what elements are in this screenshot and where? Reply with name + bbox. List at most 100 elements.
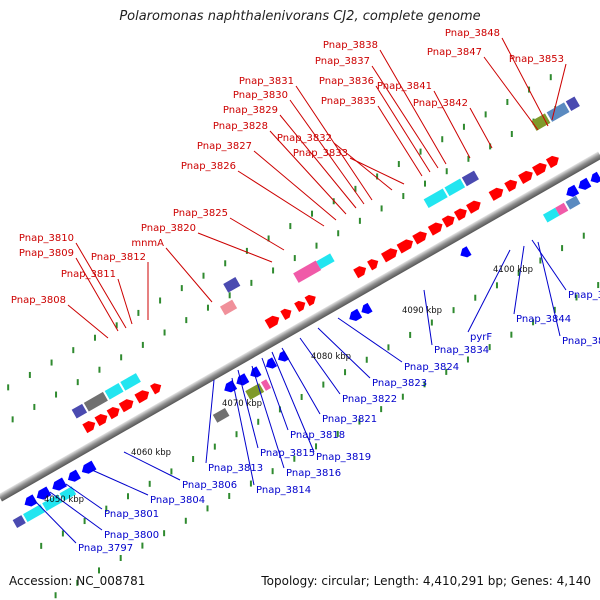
gene-shape: [106, 407, 120, 420]
gene-shape: [427, 222, 443, 236]
reverse-gene-arrow: [36, 486, 52, 500]
gene-shape: [460, 246, 472, 258]
gene-shape: [118, 399, 134, 413]
gene-label: Pnap_3848: [445, 28, 500, 39]
gene-label: Pnap_3836: [319, 76, 374, 87]
gene-label: Pnap_3818: [290, 430, 345, 441]
gene-shape: [578, 177, 592, 190]
cog-feature-block: [104, 382, 124, 400]
cog-feature-block: [461, 170, 479, 187]
label-leader-line: [33, 499, 77, 544]
forward-gene-arrow: [504, 179, 518, 192]
gene-shape: [353, 266, 367, 279]
cog-feature-block: [12, 515, 26, 528]
reverse-gene-arrow: [460, 246, 472, 258]
cog-block: [42, 494, 63, 512]
forward-gene-arrow: [441, 215, 455, 228]
forward-gene-arrow: [353, 266, 367, 279]
gene-label: Pnap_3833: [293, 148, 348, 159]
cog-block: [83, 391, 108, 412]
scale-label: 4070 kbp: [222, 399, 262, 409]
gene-shape: [67, 469, 81, 482]
gene-label: Pnap_3820: [141, 223, 196, 234]
label-leader-line: [117, 278, 133, 325]
cog-block: [212, 407, 230, 423]
gene-label: Pnap_3823: [372, 378, 427, 389]
label-leader-line: [261, 357, 289, 431]
reverse-gene-arrow: [81, 460, 97, 474]
forward-gene-arrow: [106, 407, 120, 420]
forward-gene-arrow: [545, 155, 559, 169]
forward-gene-arrow: [367, 259, 379, 271]
gene-label: Pnap_3847: [427, 47, 482, 58]
gene-shape: [361, 302, 373, 314]
gene-label: Pnap_3838: [323, 40, 378, 51]
gene-label: Pnap_3804: [150, 495, 205, 506]
gene-label: Pnap_3846: [568, 290, 600, 301]
gene-label: Pnap_3826: [181, 161, 236, 172]
label-leader-line: [205, 379, 215, 464]
forward-gene-arrow: [304, 294, 316, 307]
label-leader-line: [253, 150, 337, 221]
cog-feature-block: [212, 407, 230, 423]
label-leader-line: [333, 142, 393, 191]
cog-feature-block: [531, 113, 551, 131]
gene-shape: [412, 231, 427, 245]
reverse-gene-arrow: [278, 350, 290, 362]
gene-label: Pnap_3821: [322, 414, 377, 425]
label-leader-line: [375, 85, 431, 173]
gene-label: Pnap_3835: [321, 96, 376, 107]
cog-block: [423, 188, 448, 209]
reverse-gene-arrow: [578, 177, 592, 190]
cog-feature-block: [546, 102, 570, 122]
cog-feature-block: [120, 373, 141, 391]
gene-label: Pnap_3797: [78, 543, 133, 554]
label-leader-line: [337, 317, 403, 363]
cog-feature-block: [223, 277, 241, 293]
scale-label: 4100 kbp: [493, 265, 533, 275]
accession-text: Accession: NC_008781: [9, 574, 146, 588]
gene-shape: [264, 315, 280, 329]
gene-shape: [81, 460, 97, 474]
gene-label: Pnap_3800: [104, 530, 159, 541]
gene-label: Pnap_3824: [404, 362, 459, 373]
cog-block: [444, 178, 466, 197]
gene-label: Pnap_3815: [260, 448, 315, 459]
forward-gene-arrow: [518, 170, 533, 184]
gene-label: Pnap_3832: [277, 133, 332, 144]
gene-shape: [396, 239, 413, 254]
gene-label: Pnap_3831: [239, 76, 294, 87]
label-leader-line: [377, 105, 423, 177]
label-leader-line: [251, 365, 285, 469]
gene-label: Pnap_3819: [316, 452, 371, 463]
forward-gene-arrow: [380, 248, 398, 263]
forward-gene-arrow: [94, 414, 108, 427]
label-leader-line: [67, 304, 109, 339]
cog-block: [260, 379, 272, 391]
gene-label: Pnap_3845: [562, 336, 600, 347]
label-leader-line: [371, 65, 439, 169]
forward-gene-arrow: [412, 231, 427, 245]
label-leader-line: [531, 239, 567, 291]
cog-block: [316, 253, 335, 270]
label-leader-line: [423, 289, 433, 346]
gene-shape: [441, 215, 455, 228]
gene-shape: [566, 184, 580, 197]
label-leader-line: [197, 232, 273, 263]
label-leader-line: [271, 351, 315, 453]
cog-block: [104, 382, 124, 400]
cog-feature-block: [565, 195, 581, 210]
backbone-band: [0, 151, 600, 502]
label-leader-line: [123, 451, 181, 481]
label-leader-line: [237, 369, 259, 449]
gene-shape: [453, 208, 467, 221]
gene-shape: [265, 357, 278, 369]
gene-label: Pnap_3801: [104, 509, 159, 520]
label-leader-line: [237, 170, 325, 227]
forward-gene-arrow: [427, 222, 443, 236]
forward-gene-arrow: [532, 162, 547, 177]
gene-label: Pnap_3806: [182, 480, 237, 491]
label-leader-line: [65, 483, 103, 510]
gene-label: mnmA: [131, 238, 164, 249]
